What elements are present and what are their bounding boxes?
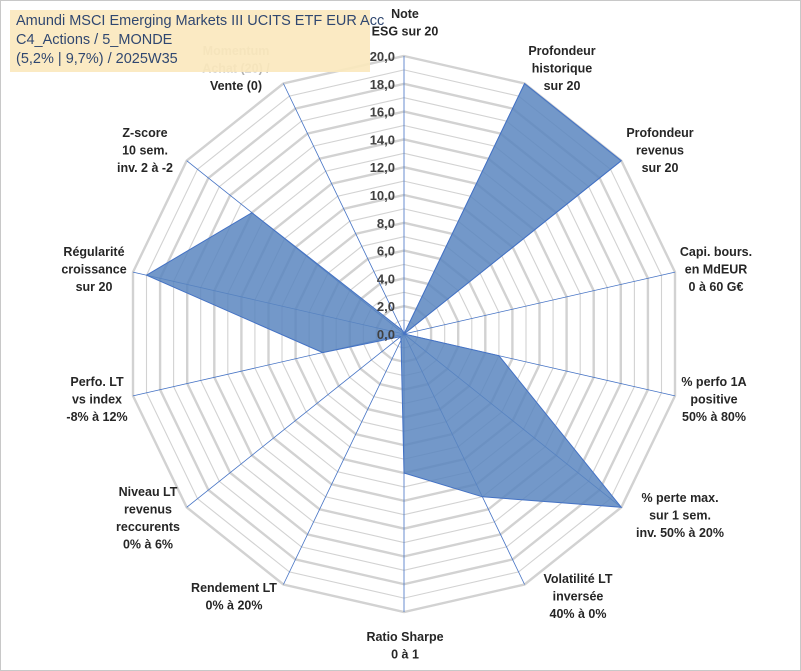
- axis-label: vs index: [72, 393, 122, 407]
- axis-label: 0 à 60 G€: [689, 280, 744, 294]
- series-layer: [145, 82, 623, 508]
- tick-label: 14,0: [370, 132, 395, 147]
- axis-label: en MdEUR: [685, 263, 748, 277]
- axis-label: revenus: [124, 503, 172, 517]
- axis-label: sur 20: [642, 161, 679, 175]
- tick-label: 12,0: [370, 160, 395, 175]
- axis-label: Ratio Sharpe: [366, 630, 443, 644]
- fund-category: C4_Actions / 5_MONDE: [16, 32, 173, 48]
- axis-label: 0 à 1: [391, 648, 419, 662]
- tick-label: 2,0: [377, 299, 395, 314]
- axis-label: % perfo 1A: [681, 375, 746, 389]
- axis-label: revenus: [636, 144, 684, 158]
- axis-label: ESG sur 20: [372, 25, 439, 39]
- axis-label: Profondeur: [528, 44, 595, 58]
- series-area: [145, 82, 623, 508]
- axis-label: 0% à 6%: [123, 538, 173, 552]
- axis-label: positive: [690, 393, 737, 407]
- tick-label: 0,0: [377, 327, 395, 342]
- axis-label: Capi. bours.: [680, 245, 752, 259]
- axis-label: Régularité: [63, 245, 124, 259]
- tick-label: 20,0: [370, 49, 395, 64]
- fund-name: Amundi MSCI Emerging Markets III UCITS E…: [16, 13, 385, 29]
- tick-labels: 0,0 2,0 4,0 6,0 8,0 10,0 12,0 14,0 16,0 18,0 20,0: [370, 49, 395, 342]
- axis-label: % perte max.: [641, 491, 718, 505]
- tick-label: 10,0: [370, 188, 395, 203]
- axis-label: Rendement LT: [191, 581, 277, 595]
- axis-label: sur 20: [76, 280, 113, 294]
- axis-label: 50% à 80%: [682, 410, 746, 424]
- info-box: Amundi MSCI Emerging Markets III UCITS E…: [10, 10, 385, 72]
- tick-label: 16,0: [370, 105, 395, 120]
- axis-label: -8% à 12%: [66, 410, 127, 424]
- axis-label: inversée: [553, 590, 604, 604]
- axis-label: Z-score: [122, 126, 167, 140]
- axis-spoke: [283, 83, 405, 335]
- tick-label: 18,0: [370, 77, 395, 92]
- axis-label: Note: [391, 7, 419, 21]
- axis-label: Perfo. LT: [70, 375, 124, 389]
- tick-label: 8,0: [377, 216, 395, 231]
- tick-label: 6,0: [377, 244, 395, 259]
- axis-label: Profondeur: [626, 126, 693, 140]
- axis-label: Volatilité LT: [544, 572, 613, 586]
- axis-label: reccurents: [116, 520, 180, 534]
- axis-spoke: [283, 333, 405, 585]
- axis-label: inv. 2 à -2: [117, 161, 173, 175]
- axis-label: sur 1 sem.: [649, 509, 711, 523]
- axis-spoke: [186, 333, 405, 508]
- fund-stats: (5,2% | 9,7%) / 2025W35: [16, 51, 178, 67]
- axis-label: sur 20: [544, 79, 581, 93]
- axis-label: 40% à 0%: [550, 607, 607, 621]
- axis-label: historique: [532, 62, 592, 76]
- axis-label: Vente (0): [210, 79, 262, 93]
- axis-label: croissance: [61, 263, 126, 277]
- axis-label: 0% à 20%: [206, 599, 263, 613]
- tick-label: 4,0: [377, 271, 395, 286]
- axis-label: Niveau LT: [119, 485, 178, 499]
- axis-label: inv. 50% à 20%: [636, 526, 724, 540]
- axis-spoke: [403, 271, 676, 335]
- axis-label: 10 sem.: [122, 144, 168, 158]
